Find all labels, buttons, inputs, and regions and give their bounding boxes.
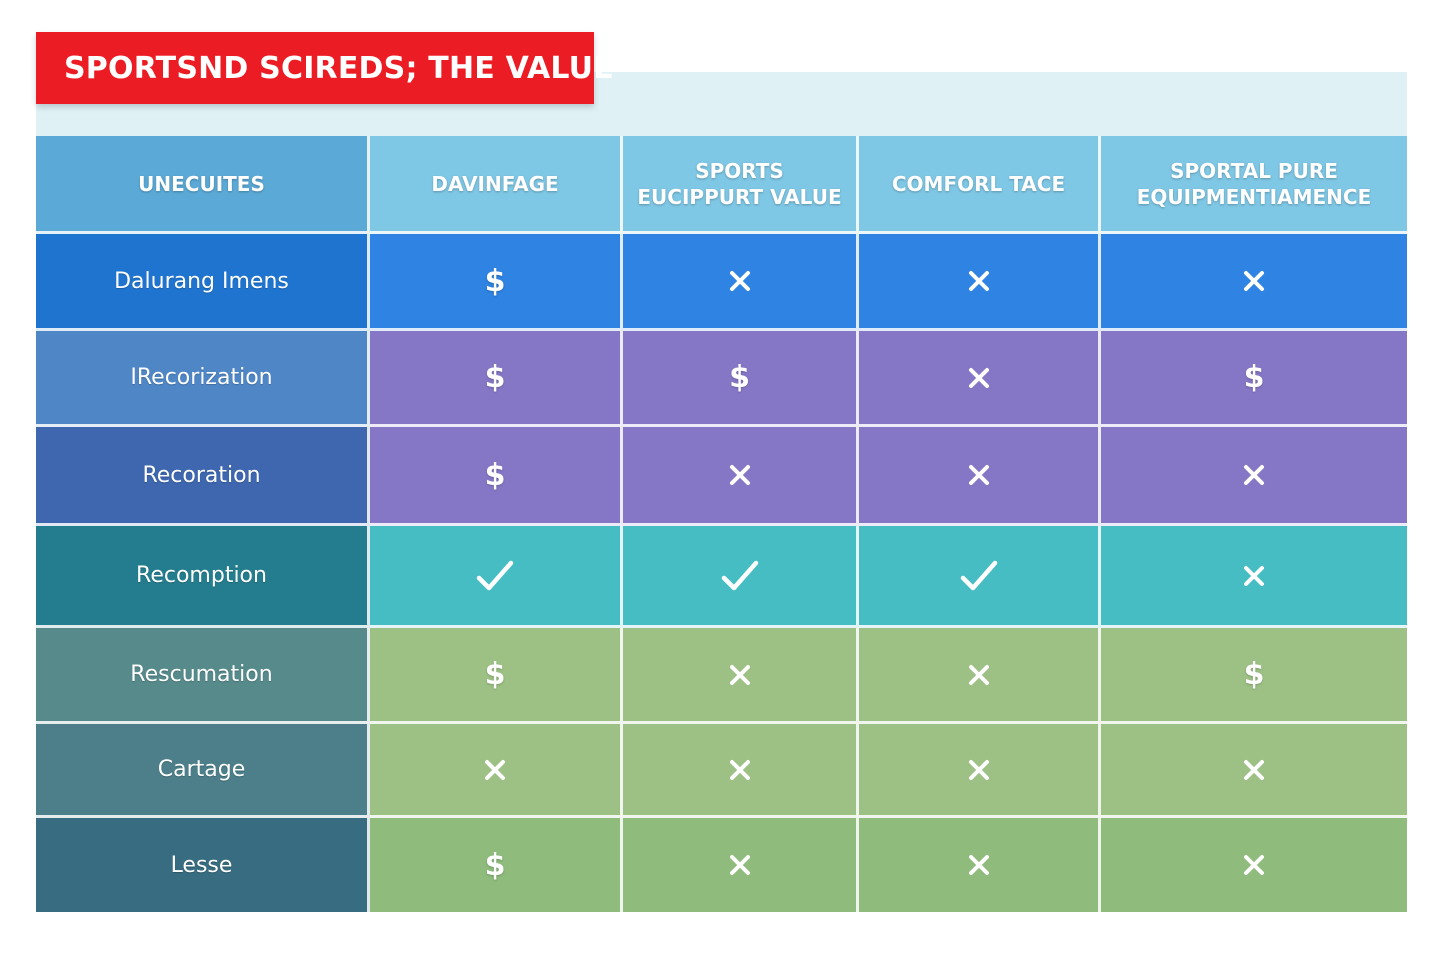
table-cell-dollar: $ <box>370 628 623 724</box>
cross-icon <box>968 759 989 780</box>
table-cell-cross <box>623 818 859 912</box>
cross-icon <box>968 465 989 485</box>
cross-icon <box>968 367 989 388</box>
table-cell-dollar: $ <box>370 331 623 427</box>
cross-icon <box>968 664 989 685</box>
title-banner: SPORTSND SCIREDS; THE VALUE <box>36 32 614 104</box>
cross-icon <box>1244 855 1264 875</box>
table-cell-check <box>623 526 859 628</box>
cross-icon <box>1244 465 1264 485</box>
column-header-4: SPORTAL PURE EQUIPMENTIAMENCE <box>1101 136 1407 234</box>
table-cell-dollar: $ <box>1101 331 1407 427</box>
dollar-icon: $ <box>1243 657 1265 692</box>
table-cell-cross <box>1101 234 1407 331</box>
table-cell-dollar: $ <box>1101 628 1407 724</box>
cross-icon <box>1244 565 1264 586</box>
table-cell-cross <box>623 724 859 818</box>
cross-icon <box>729 855 750 875</box>
row-label: Rescumation <box>36 628 370 724</box>
cross-icon <box>729 271 750 291</box>
comparison-table: UNECUITES DAVINFAGE SPORTS EUCIPPURT VAL… <box>36 136 1407 912</box>
cross-icon <box>1244 271 1264 291</box>
column-header-1: DAVINFAGE <box>370 136 623 234</box>
cross-icon <box>729 664 750 685</box>
cross-icon <box>968 271 989 291</box>
dollar-icon: $ <box>729 360 750 395</box>
dollar-icon: $ <box>484 657 506 692</box>
table-cell-dollar: $ <box>623 331 859 427</box>
page-title: SPORTSND SCIREDS; THE VALUE <box>64 50 614 86</box>
dollar-icon: $ <box>484 263 506 299</box>
dollar-icon: $ <box>1243 360 1265 395</box>
table-cell-cross <box>1101 526 1407 628</box>
table-cell-dollar: $ <box>370 818 623 912</box>
table-cell-cross <box>859 628 1101 724</box>
table-cell-dollar: $ <box>370 427 623 526</box>
check-icon <box>476 560 514 590</box>
row-label: Cartage <box>36 724 370 818</box>
table-cell-cross <box>1101 818 1407 912</box>
table-cell-check <box>370 526 623 628</box>
column-header-3: COMFORL TACE <box>859 136 1101 234</box>
cross-icon <box>729 759 750 780</box>
row-label: Recoration <box>36 427 370 526</box>
table-cell-cross <box>370 724 623 818</box>
table-cell-cross <box>623 234 859 331</box>
column-header-0: UNECUITES <box>36 136 370 234</box>
table-cell-cross <box>1101 724 1407 818</box>
table-cell-cross <box>623 628 859 724</box>
check-icon <box>960 560 997 590</box>
dollar-icon: $ <box>484 847 506 883</box>
dollar-icon: $ <box>484 457 506 493</box>
table-cell-check <box>859 526 1101 628</box>
table-cell-cross <box>859 234 1101 331</box>
table-cell-cross <box>859 818 1101 912</box>
row-label: Lesse <box>36 818 370 912</box>
table-cell-cross <box>1101 427 1407 526</box>
row-label: Dalurang Imens <box>36 234 370 331</box>
check-icon <box>721 560 758 590</box>
table-cell-cross <box>859 427 1101 526</box>
table-cell-cross <box>623 427 859 526</box>
cross-icon <box>968 855 989 875</box>
table-cell-cross <box>859 331 1101 427</box>
cross-icon <box>1244 759 1264 780</box>
row-label: IRecorization <box>36 331 370 427</box>
cross-icon <box>485 759 505 780</box>
table-cell-dollar: $ <box>370 234 623 331</box>
dollar-icon: $ <box>484 360 506 395</box>
cross-icon <box>729 465 750 485</box>
row-label: Recomption <box>36 526 370 628</box>
column-header-2: SPORTS EUCIPPURT VALUE <box>623 136 859 234</box>
table-cell-cross <box>859 724 1101 818</box>
